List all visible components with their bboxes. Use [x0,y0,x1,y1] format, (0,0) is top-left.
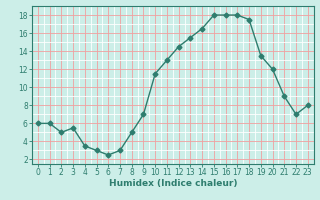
X-axis label: Humidex (Indice chaleur): Humidex (Indice chaleur) [108,179,237,188]
